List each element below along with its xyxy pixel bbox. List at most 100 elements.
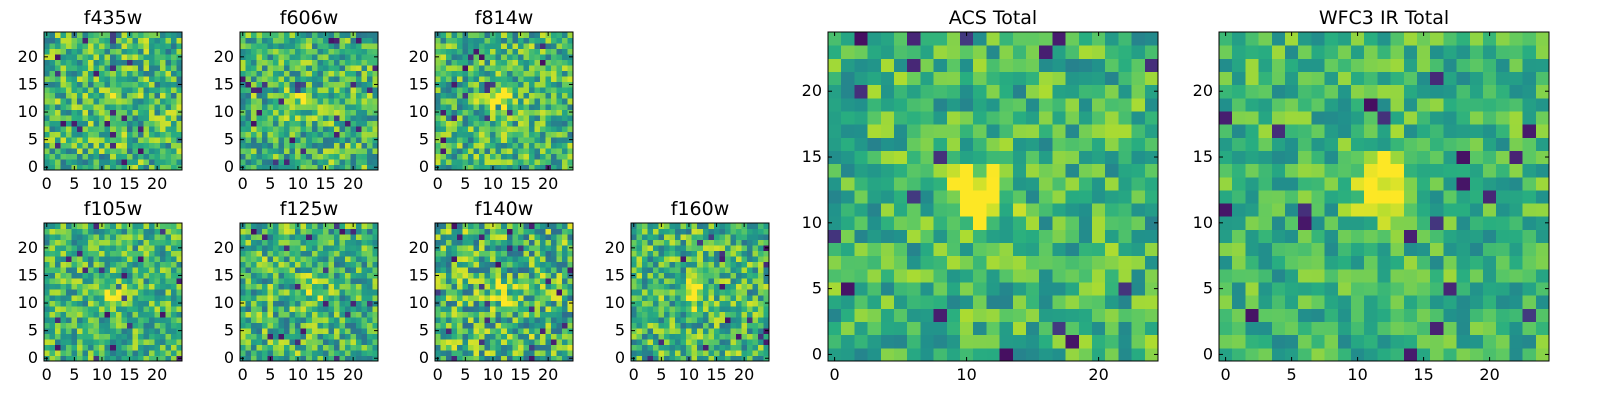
heatmap-cell [306,65,313,72]
heatmap-cell [355,109,362,116]
heatmap-cell [1012,216,1027,230]
y-tick-label: 15 [605,265,625,284]
heatmap-cell [121,294,128,301]
heatmap-cell [484,283,491,290]
heatmap-cell [567,239,574,246]
heatmap-cell [752,261,759,268]
heatmap-cell [451,92,458,99]
x-tick-label: 20 [147,174,167,193]
heatmap-cell [93,37,100,44]
heatmap-cell [251,272,258,279]
heatmap-cell [517,70,524,77]
heatmap-cell [506,87,513,94]
heatmap-cell [484,272,491,279]
heatmap-cell [828,347,842,362]
heatmap-cell [251,48,258,55]
heatmap-cell [631,305,638,312]
heatmap-cell [561,54,568,61]
heatmap-cell [284,322,291,329]
heatmap-cell [317,327,324,334]
heatmap-cell [907,347,921,362]
heatmap-cell [93,305,100,312]
heatmap-cell [647,267,654,274]
heatmap-cell [440,37,447,44]
heatmap-cell [517,256,524,263]
heatmap-cell [697,228,704,235]
heatmap-cell [317,250,324,257]
heatmap-cell [366,65,373,72]
heatmap-cell [534,234,541,241]
heatmap-cell [730,272,737,279]
heatmap-cell [1144,282,1159,296]
heatmap-cell [567,153,574,160]
heatmap-cell [44,76,51,83]
heatmap-cell [446,261,453,268]
heatmap-cell [501,136,508,143]
heatmap-cell [636,250,643,257]
heatmap-cell [355,59,362,66]
heatmap-cell [350,120,357,127]
heatmap-cell [1144,255,1159,270]
heatmap-cell [457,305,464,312]
heatmap-cell [468,261,475,268]
x-tick-label: 0 [42,365,52,384]
heatmap-cell [468,153,475,160]
heatmap-cell [1078,203,1093,217]
heatmap-cell [256,272,263,279]
heatmap-cell [262,333,269,340]
heatmap-cell [273,261,280,268]
heatmap-cell [77,338,84,345]
heatmap-cell [1012,347,1027,362]
heatmap-cell [165,327,172,334]
heatmap-cell [528,153,535,160]
heatmap-cell [658,327,665,334]
heatmap-cell [642,261,649,268]
heatmap-cell [66,37,73,44]
heatmap-cell [159,59,166,66]
heatmap-cell [104,32,111,39]
heatmap-cell [746,250,753,257]
heatmap-cell [462,59,469,66]
heatmap-cell [322,120,329,127]
heatmap-cell [355,267,362,274]
heatmap-cell [556,256,563,263]
heatmap-cell [440,43,447,50]
heatmap-cell [289,158,296,165]
heatmap-cell [289,103,296,110]
heatmap-cell [752,223,759,230]
heatmap-cell [495,327,502,334]
heatmap-cell [165,256,172,263]
heatmap-cell [99,114,106,121]
heatmap-cell [126,153,133,160]
heatmap-cell [284,349,291,356]
heatmap-cell [344,65,351,72]
heatmap-cell [311,289,318,296]
heatmap-cell [528,37,535,44]
heatmap-cell [77,65,84,72]
heatmap-cell [501,32,508,39]
heatmap-cell [284,120,291,127]
heatmap-cell [251,98,258,105]
heatmap-cell [137,65,144,72]
heatmap-cell [550,234,557,241]
heatmap-cells [435,223,574,362]
heatmap-cell [289,261,296,268]
heatmap-cell [165,158,172,165]
heatmap-cell [664,349,671,356]
heatmap-cell [55,245,62,252]
heatmap-cell [66,120,73,127]
heatmap-cell [339,87,346,94]
heatmap-cell [82,355,89,362]
heatmap-cell [446,322,453,329]
heatmap-cell [176,32,183,39]
heatmap-cell [523,48,530,55]
heatmap-cell [154,37,161,44]
heatmap-cell [828,282,842,296]
heatmap-cell [240,349,247,356]
heatmap-cell [501,142,508,149]
heatmap-cell [344,322,351,329]
y-tick-label: 5 [28,130,38,149]
heatmap-cell [1118,255,1133,270]
heatmap-cell [159,223,166,230]
heatmap-cell [462,267,469,274]
